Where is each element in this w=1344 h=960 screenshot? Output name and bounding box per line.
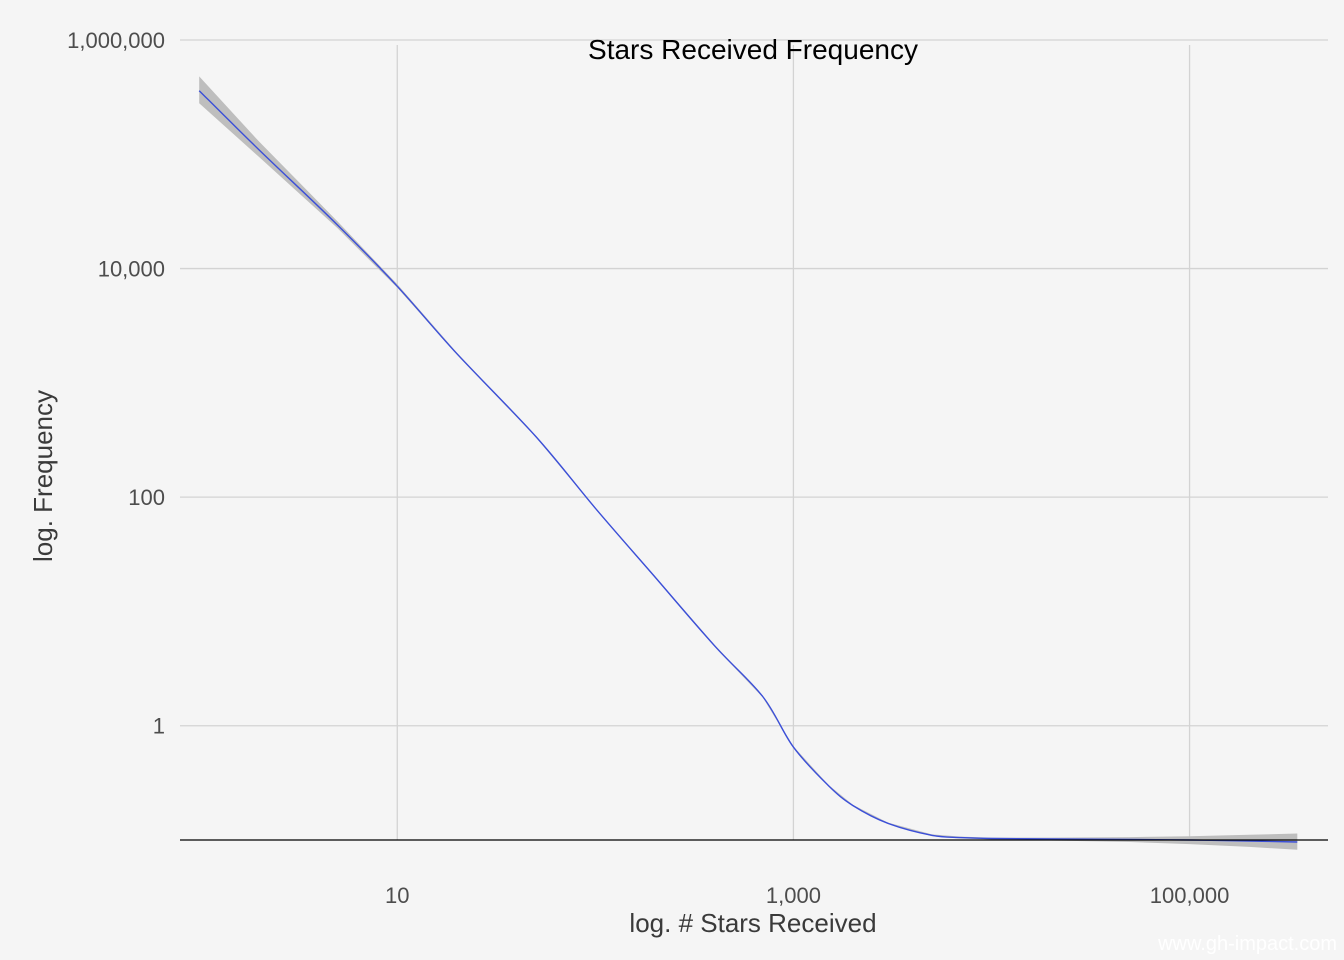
y-tick-label: 100: [128, 485, 165, 510]
x-tick-label: 1,000: [766, 883, 821, 908]
y-axis-label: log. Frequency: [28, 390, 58, 562]
x-tick-label: 10: [385, 883, 409, 908]
y-tick-label: 1: [153, 714, 165, 739]
chart-title: Stars Received Frequency: [588, 34, 918, 65]
watermark: www.gh-impact.com: [1157, 933, 1337, 955]
y-tick-label: 1,000,000: [67, 28, 165, 53]
series-layer: [198, 76, 1298, 850]
series-line: [198, 90, 1298, 843]
x-tick-label: 100,000: [1150, 883, 1230, 908]
x-axis-label: log. # Stars Received: [629, 908, 876, 938]
tick-label-layer: 10 1,000 100,000 1 100 10,000 1,000,000: [67, 28, 1229, 908]
grid-layer: [180, 39, 1328, 840]
y-tick-label: 10,000: [98, 257, 165, 282]
